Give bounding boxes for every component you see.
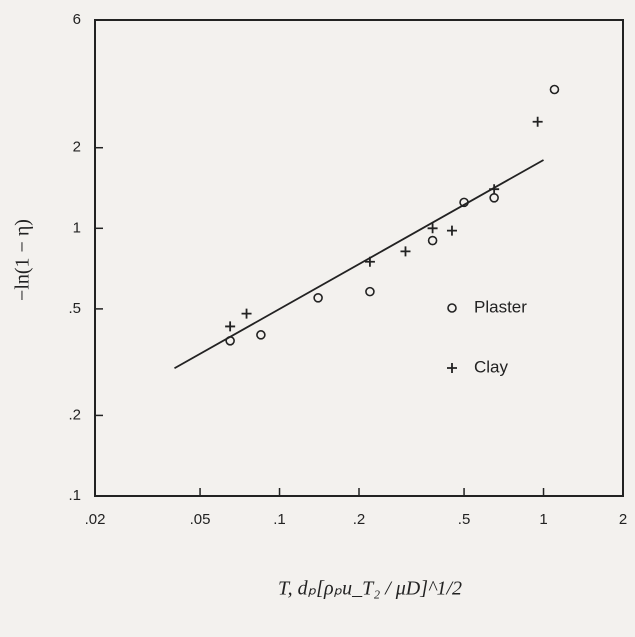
point-plus — [489, 184, 500, 195]
point-plus — [400, 246, 411, 257]
y-tick-label: .2 — [68, 406, 81, 423]
legend-label: Plaster — [474, 297, 527, 316]
point-plus — [364, 256, 375, 267]
point-circle — [459, 197, 469, 208]
y-tick-label: .5 — [68, 300, 81, 317]
point-plus — [446, 225, 457, 236]
y-tick-label: 6 — [73, 11, 81, 28]
point-circle — [256, 330, 266, 340]
x-axis-label: T, dₚ[ρₚu_T₂ / μD]^1/2 — [278, 578, 462, 600]
point-circle — [549, 84, 560, 95]
y-tick-label: .1 — [68, 487, 81, 504]
y-axis-label: −ln(1 − η) — [12, 219, 34, 301]
legend-marker — [447, 303, 457, 313]
plot-frame — [94, 19, 624, 497]
x-tick-label: .1 — [273, 511, 286, 528]
x-tick-label: .05 — [190, 511, 211, 528]
point-plus — [427, 223, 438, 234]
point-plus — [532, 116, 543, 127]
x-tick-label: .2 — [353, 511, 366, 528]
legend-label: Clay — [474, 357, 509, 376]
y-tick-label: 1 — [73, 219, 81, 236]
legend-marker — [447, 363, 457, 373]
point-circle — [489, 193, 499, 203]
point-circle — [313, 293, 323, 303]
fit-line — [174, 159, 544, 370]
x-tick-label: 1 — [539, 511, 547, 528]
point-plus — [225, 321, 236, 332]
point-circle — [225, 335, 235, 346]
x-tick-label: .02 — [85, 511, 106, 528]
point-circle — [427, 235, 438, 246]
point-circle — [365, 286, 375, 297]
y-tick-label: 2 — [73, 139, 81, 156]
point-plus — [241, 308, 252, 319]
x-tick-label: .5 — [458, 511, 471, 528]
x-tick-label: 2 — [619, 511, 627, 528]
